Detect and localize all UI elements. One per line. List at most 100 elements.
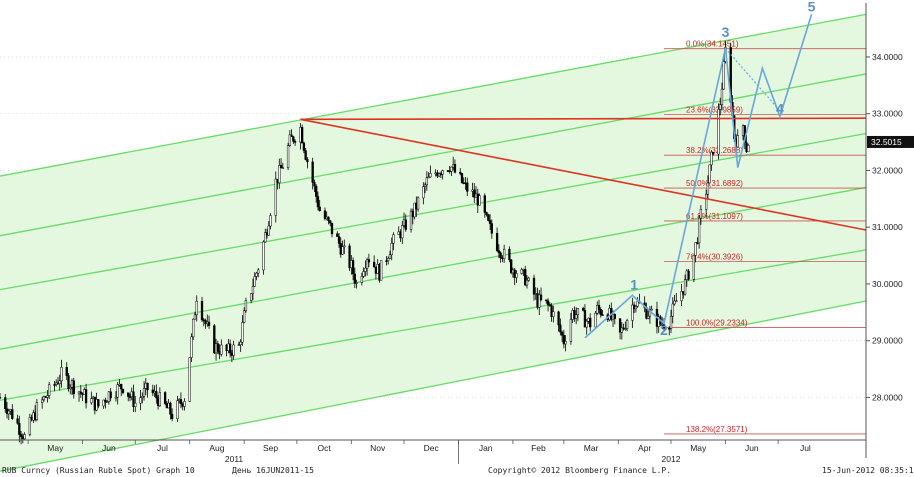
candle-body [560, 331, 564, 336]
y-tick-label: 30.0000 [872, 279, 903, 289]
candle-body [510, 259, 513, 274]
candle-body [207, 321, 211, 326]
candle-body [671, 303, 674, 317]
x-tick-label: May [690, 443, 707, 453]
candle-body [538, 294, 541, 308]
candle-body [453, 164, 457, 173]
candle-body [520, 269, 523, 274]
candle-body [597, 304, 601, 310]
candle-body [84, 389, 88, 404]
x-tick-label: Jun [745, 443, 759, 453]
candle-body [697, 217, 701, 244]
candle-body [343, 245, 346, 248]
channel-line [0, 13, 867, 177]
candle-body [360, 275, 364, 283]
y-tick-label: 28.0000 [872, 392, 903, 402]
candle-body [582, 308, 585, 311]
candle-body [278, 165, 281, 184]
candle-body [722, 61, 725, 90]
red-trendline [300, 118, 867, 231]
candle-body [527, 277, 530, 281]
candle-body [279, 165, 283, 169]
candle-body [292, 136, 295, 142]
candle-body [241, 322, 244, 343]
wave-label: 4 [776, 101, 784, 117]
x-tick-label: Oct [317, 443, 331, 453]
candle-body [53, 384, 56, 386]
candle-body [336, 233, 339, 237]
candle-body [7, 410, 10, 415]
candle-body [483, 195, 486, 213]
candle-body [0, 397, 2, 399]
candle-body [373, 261, 376, 268]
candle-body [387, 258, 390, 261]
candle-body [634, 306, 638, 310]
candle-body [232, 344, 235, 356]
candle-body [60, 367, 63, 382]
candle-body [132, 391, 135, 407]
fib-level-label: 61.8%(31.1097) [686, 212, 743, 221]
channel-line [0, 249, 867, 401]
copyright: Copyright© 2012 Bloomberg Finance L.P. [488, 466, 672, 475]
candle-body [585, 321, 588, 328]
candle-body [362, 271, 365, 277]
candle-body [508, 248, 511, 261]
candle-body [624, 328, 627, 330]
candle-body [631, 304, 634, 321]
wave-label: 5 [808, 0, 816, 15]
candle-body [425, 177, 429, 186]
candle-body [293, 141, 297, 143]
candle-body [650, 308, 653, 311]
candle-body [680, 291, 683, 302]
candle-body [169, 402, 172, 415]
candle-body [546, 300, 550, 305]
candle-body [573, 310, 576, 319]
candle-body [243, 310, 246, 323]
wave-label: 3 [722, 24, 730, 40]
candle-body [589, 317, 592, 328]
x-tick-label: May [47, 443, 64, 453]
candle-body [288, 134, 291, 146]
candle-body [104, 399, 107, 403]
candle-body [495, 233, 499, 251]
candle-body [548, 304, 551, 306]
candle-body [409, 210, 413, 230]
candle-body [365, 259, 369, 269]
candle-body [466, 182, 469, 192]
candle-body [213, 325, 216, 354]
fib-level-label: 38.2%(32.2688) [686, 146, 743, 155]
candle-body [42, 396, 46, 401]
channel-line [0, 132, 867, 291]
candle-body [712, 151, 715, 155]
candle-body [341, 246, 344, 255]
candle-body [11, 409, 14, 419]
candle-body [388, 254, 392, 259]
candle-body [348, 245, 351, 269]
x-tick-label: Jan [479, 443, 493, 453]
candle-body [267, 225, 270, 236]
candle-body [318, 206, 321, 212]
channel-band [0, 14, 866, 236]
candle-body [16, 418, 19, 424]
candle-body [302, 142, 306, 151]
candle-body [502, 248, 506, 260]
y-tick-label: 34.0000 [872, 52, 903, 62]
candle-body [364, 267, 367, 272]
candle-body [583, 310, 587, 328]
wave-dotted-line [725, 48, 781, 112]
candle-body [281, 167, 284, 170]
fib-level-label: 50.0%(31.6892) [686, 179, 743, 188]
candle-body [576, 308, 580, 315]
y-tick-label: 33.0000 [872, 109, 903, 119]
candle-body [179, 399, 183, 404]
candle-body [163, 392, 167, 404]
candle-body [139, 397, 142, 404]
fib-level-label: 100.0%(29.2334) [686, 318, 748, 327]
candle-body [648, 309, 652, 317]
candle-body [487, 214, 490, 221]
candle-body [429, 173, 432, 178]
candle-body [146, 382, 149, 391]
candle-body [46, 395, 49, 398]
candle-body [316, 196, 320, 208]
candle-body [35, 402, 39, 420]
